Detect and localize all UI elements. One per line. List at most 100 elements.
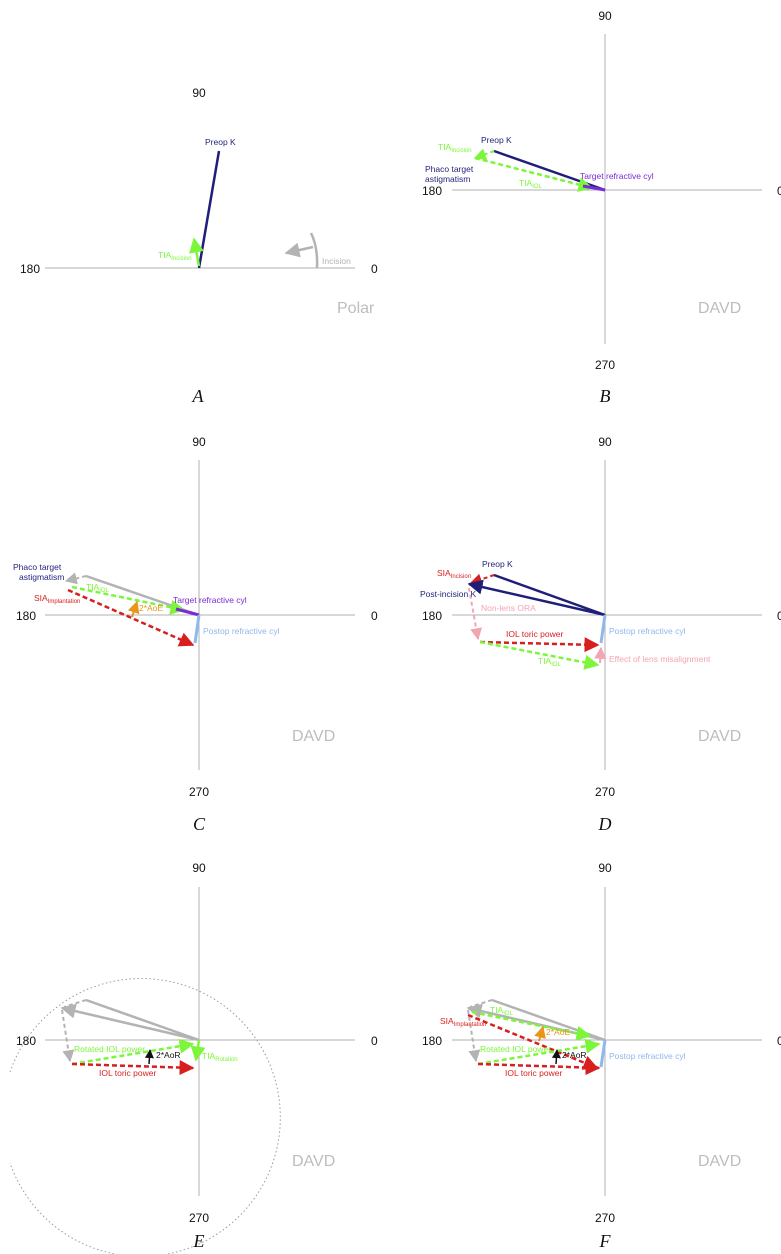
tia-incision-vector — [473, 148, 495, 160]
tia-rotation-main: TIA — [202, 1051, 216, 1061]
axis-label-left: 180 — [16, 609, 36, 623]
watermark-davd: DAVD — [698, 1153, 741, 1170]
preop-k-label: Preop K — [481, 135, 512, 145]
non-lens-ora-ghost-vector — [61, 1009, 75, 1063]
target-refractive-cyl-vector — [582, 184, 606, 192]
axis-label-bottom: 270 — [595, 358, 615, 372]
post-incision-k-ghost-vector — [60, 1003, 200, 1042]
tia-incision-sub: Incision — [171, 256, 191, 262]
axis-label-right: 0 — [777, 1034, 781, 1048]
non-lens-ora-ghost-vector — [467, 1009, 481, 1063]
aor-label: 2*AoR — [156, 1050, 181, 1060]
aor-vector — [144, 1049, 154, 1065]
tia-rotation-label: TIARotation — [202, 1051, 238, 1063]
iol-toric-power-vector — [479, 637, 600, 653]
sia-implantation-vector — [467, 1013, 599, 1070]
watermark-davd: DAVD — [698, 728, 741, 745]
panel-letter-d: D — [598, 814, 612, 834]
preop-k-ghost-vector — [85, 998, 200, 1042]
panel-f: 90 180 0 270 TIAIOL SIAImplantation 2*Ao… — [422, 861, 781, 1251]
sia-incision-ghost-vector — [469, 999, 493, 1008]
sia-implantation-sub: Implantation — [454, 1022, 487, 1028]
axis-label-right: 0 — [371, 609, 378, 623]
aor-vector — [551, 1049, 561, 1065]
tia-iol-main: TIA — [490, 1005, 504, 1015]
rotation-circle — [9, 978, 281, 1254]
axis-label-right: 0 — [777, 184, 781, 198]
tia-iol-sub: IOL — [503, 1011, 513, 1017]
tia-iol-label: TIAIOL — [538, 656, 562, 668]
tia-iol-label: TIAIOL — [86, 582, 110, 594]
rotated-iol-power-label: Rotated IOL power — [74, 1044, 145, 1054]
iol-toric-power-label: IOL toric power — [99, 1068, 156, 1078]
tia-iol-vector — [479, 640, 600, 670]
panel-d: 90 180 0 270 Preop K SIAIncision Post-in… — [420, 435, 781, 834]
target-refractive-cyl-label: Target refractive cyl — [173, 595, 247, 605]
target-refractive-cyl-label: Target refractive cyl — [580, 171, 654, 181]
sia-implantation-sub: Implantation — [48, 599, 81, 605]
post-incision-k-vector — [467, 579, 606, 617]
axis-label-bottom: 270 — [189, 1211, 209, 1225]
panel-letter-c: C — [193, 814, 206, 834]
axis-label-left: 180 — [422, 609, 442, 623]
non-lens-ora-label: Non-lens ORA — [481, 603, 536, 613]
rotated-iol-power-vector — [71, 1038, 195, 1066]
preop-k-label: Preop K — [482, 559, 513, 569]
misalignment-vector — [594, 646, 607, 664]
iol-toric-power-vector — [477, 1060, 601, 1076]
iol-toric-power-label: IOL toric power — [505, 1068, 562, 1078]
tia-iol-vector — [474, 156, 594, 192]
rotated-iol-power-vector — [477, 1038, 601, 1066]
sia-implantation-label: SIAImplantation — [34, 593, 80, 605]
tia-incision-main: TIA — [438, 142, 452, 152]
axis-label-bottom: 270 — [189, 785, 209, 799]
panel-a: 90 180 0 Preop K TIAIncision Incision Po… — [20, 86, 378, 406]
axis-label-left: 180 — [422, 184, 442, 198]
panel-b: 90 180 0 270 Preop K TIAIncision Phaco t… — [422, 9, 781, 406]
axis-label-top: 90 — [598, 435, 612, 449]
sia-incision-main: SIA — [437, 568, 451, 578]
panel-c: 90 180 0 270 Phaco target astigmatism TI… — [13, 435, 378, 834]
tia-iol-sub: IOL — [99, 588, 109, 594]
panel-e: 90 180 0 270 Rotated IOL power IOL toric… — [9, 861, 378, 1254]
tia-incision-vector — [189, 237, 204, 267]
phaco-target-label-1: Phaco target — [13, 562, 62, 572]
aoe-vector — [127, 600, 140, 618]
iol-toric-power-label: IOL toric power — [506, 629, 563, 639]
target-refractive-cyl-vector — [175, 607, 200, 617]
tia-iol-main: TIA — [519, 178, 533, 188]
postop-refractive-cyl-vector — [599, 614, 607, 644]
sia-incision-ghost-vector — [63, 999, 87, 1008]
watermark-davd: DAVD — [292, 1153, 335, 1170]
panel-letter-a: A — [192, 386, 205, 406]
panel-letter-b: B — [600, 386, 611, 406]
sia-implantation-main: SIA — [34, 593, 48, 603]
aoe-vector — [534, 1025, 546, 1042]
phaco-target-label-1: Phaco target — [425, 164, 474, 174]
watermark-davd: DAVD — [698, 300, 741, 317]
watermark-davd: DAVD — [292, 728, 335, 745]
tia-rotation-vector — [190, 1039, 206, 1062]
sia-incision-sub: Incision — [451, 574, 471, 580]
tia-incision-main: TIA — [158, 250, 172, 260]
tia-incision-label: TIAIncision — [438, 142, 472, 154]
watermark-polar: Polar — [337, 300, 375, 317]
tia-iol-label: TIAIOL — [519, 178, 543, 190]
tia-incision-label: TIAIncision — [158, 250, 192, 262]
post-incision-k-label: Post-incision K — [420, 589, 477, 599]
postop-refractive-cyl-vector — [599, 1039, 607, 1068]
axis-label-top: 90 — [192, 86, 206, 100]
preop-k-label: Preop K — [205, 137, 236, 147]
misalignment-label: Effect of lens misalignment — [609, 654, 711, 664]
preop-k-vector — [197, 150, 221, 269]
axis-label-right: 0 — [371, 262, 378, 276]
tia-iol-sub: IOL — [532, 184, 542, 190]
phaco-target-label-2: astigmatism — [425, 174, 470, 184]
aoe-label: 2*AoE — [139, 603, 163, 613]
tia-iol-label: TIAIOL — [490, 1005, 514, 1017]
sia-implantation-vector — [67, 588, 195, 647]
axis-label-left: 180 — [16, 1034, 36, 1048]
tia-iol-sub: IOL — [551, 662, 561, 668]
tia-incision-ghost-vector — [64, 572, 87, 585]
sia-incision-label: SIAIncision — [437, 568, 471, 580]
